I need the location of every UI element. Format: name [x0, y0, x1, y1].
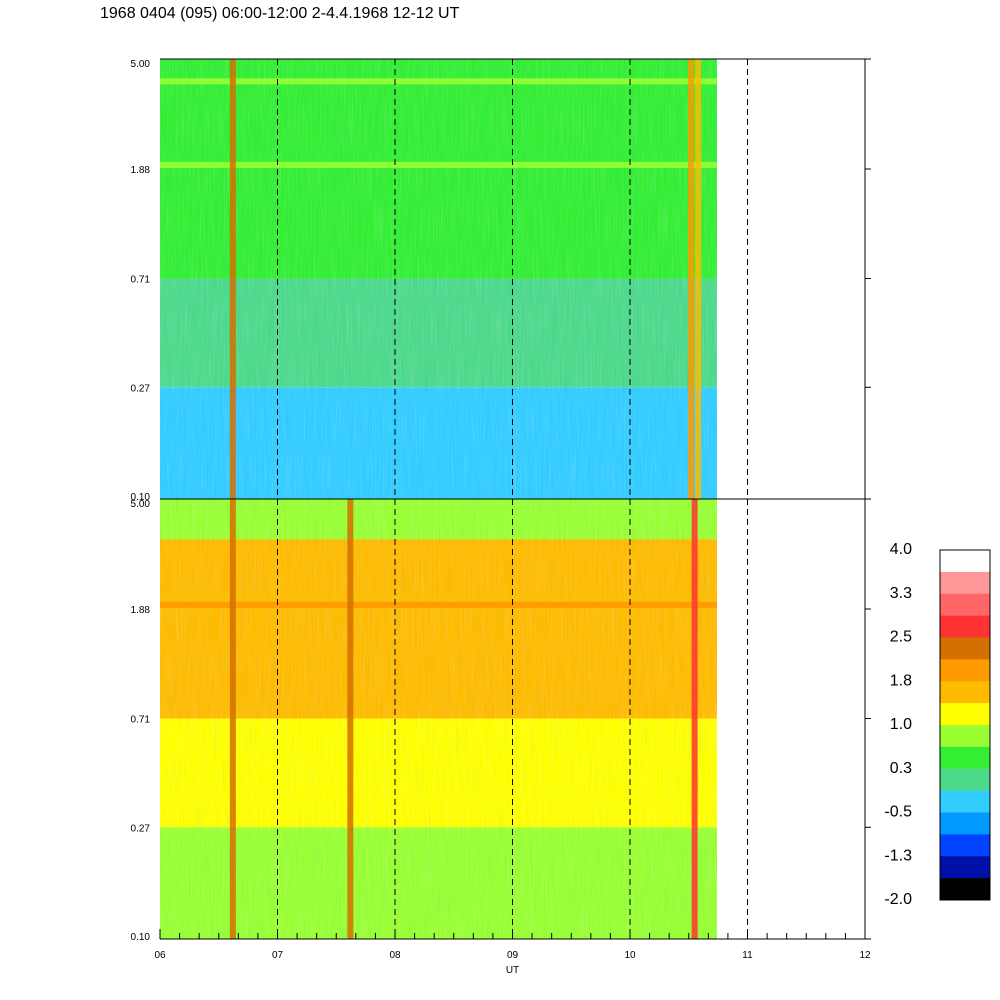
y-tick-label: 0.71: [131, 715, 151, 726]
colorbar-segment: [940, 703, 990, 726]
colorbar-segment: [940, 790, 990, 813]
y-tick-label: 0.27: [131, 823, 151, 834]
colorbar-segment: [940, 878, 990, 901]
x-axis-label: UT: [506, 965, 519, 976]
colorbar-segment: [940, 812, 990, 835]
y-tick-label: 5.00: [131, 59, 151, 70]
colorbar-label: -0.5: [884, 804, 912, 821]
y-tick-label: 1.88: [131, 605, 151, 616]
spectrogram-panel-2: [160, 499, 717, 939]
colorbar-segment: [940, 593, 990, 617]
axes-layer: 5.001.880.710.270.105.001.880.710.270.10…: [131, 58, 871, 976]
vertical-feature-1: [229, 59, 236, 499]
colorbar-border: [939, 549, 991, 901]
colorbar-label: -1.3: [884, 847, 912, 864]
y-tick-label: 0.27: [131, 383, 151, 394]
y-tick-label: 5.00: [131, 499, 151, 510]
horizontal-feature-1: [160, 78, 717, 85]
panels-layer: [160, 59, 717, 939]
colorbar-segment: [940, 550, 990, 573]
colorbar-segment: [940, 856, 990, 879]
colorbar-label: 1.8: [890, 672, 912, 689]
colorbar-label: -2.0: [884, 891, 912, 908]
horizontal-feature-1: [160, 601, 717, 608]
texture-dark: [160, 499, 717, 939]
horizontal-feature-2: [160, 161, 717, 168]
x-tick-label: 06: [154, 950, 166, 961]
panel-data: [160, 59, 717, 499]
x-tick-label: 09: [507, 950, 519, 961]
vertical-feature-2: [688, 59, 695, 499]
x-tick-label: 08: [389, 950, 401, 961]
y-tick-label: 1.88: [131, 165, 151, 176]
spectrogram-panel-1: [160, 59, 717, 499]
colorbar-segment: [940, 834, 990, 857]
colorbar-label: 2.5: [890, 629, 912, 646]
colorbar-label: 3.3: [890, 585, 912, 602]
vertical-feature-1: [229, 499, 236, 939]
x-tick-label: 10: [624, 950, 636, 961]
x-tick-label: 07: [272, 950, 284, 961]
y-tick-label: 0.10: [131, 492, 151, 503]
vertical-feature-3: [691, 499, 698, 939]
vertical-feature-3: [695, 59, 702, 499]
x-tick-label: 11: [742, 950, 753, 961]
colorbar-segment: [940, 571, 990, 595]
colorbar: 4.0 3.3 2.5 1.8 1.0 0.3 -0.5 -1.3 -2.0: [884, 541, 991, 908]
chart-title: 1968 0404 (095) 06:00-12:00 2-4.4.1968 1…: [100, 5, 460, 22]
colorbar-segment: [940, 768, 990, 792]
colorbar-label: 0.3: [890, 760, 912, 777]
texture-dark: [160, 59, 717, 499]
colorbar-segment: [940, 637, 990, 660]
colorbar-segment: [940, 725, 990, 748]
colorbar-segment: [940, 681, 990, 704]
x-tick-label: 12: [859, 950, 871, 961]
colorbar-label: 1.0: [890, 716, 912, 733]
panel-data: [160, 499, 717, 939]
y-tick-label: 0.10: [131, 932, 151, 943]
vertical-feature-2: [347, 499, 354, 939]
colorbar-label: 4.0: [890, 541, 912, 558]
colorbar-segment: [940, 746, 990, 770]
colorbar-segment: [940, 659, 990, 682]
colorbar-segment: [940, 615, 990, 638]
y-tick-label: 0.71: [131, 275, 151, 286]
